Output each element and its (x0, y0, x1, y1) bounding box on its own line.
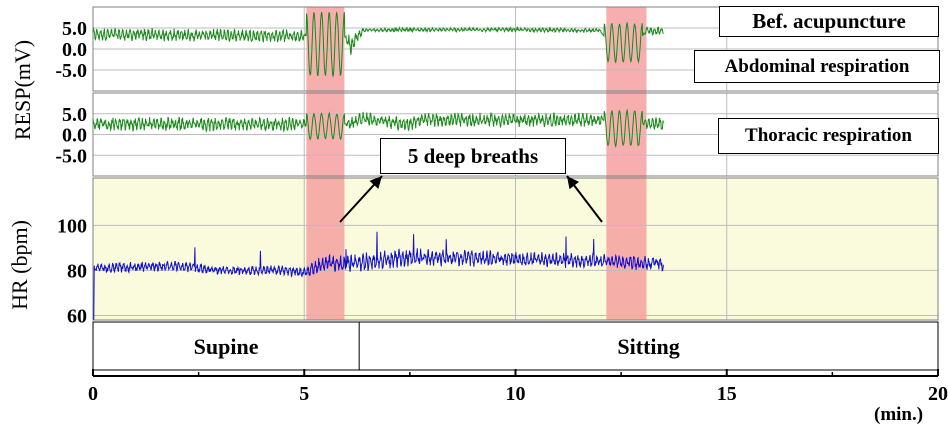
ytick-label-p1-2: -5.0 (55, 145, 87, 167)
panel-frame-0 (92, 6, 939, 92)
hr-ylabel: HR (bpm) (7, 220, 32, 310)
ytick-label-p1-1: 0.0 (62, 125, 87, 147)
x-tick-label-2: 10 (506, 383, 526, 405)
trace-resp-thoracic (92, 108, 664, 148)
ytick-label-p0-2: -5.0 (55, 60, 87, 82)
thoracic-label: Thoracic respiration (718, 118, 939, 154)
ytick-label-p2-2: 60 (67, 305, 87, 327)
callout-arrow-left-head (369, 176, 382, 189)
ytick-label-p1-0: 5.0 (62, 104, 87, 126)
abdominal-label: Abdominal respiration (694, 50, 940, 83)
x-unit-label: (min.) (874, 404, 924, 425)
trace-resp-abdominal (92, 11, 664, 78)
condition-label: Bef. acupuncture (719, 6, 939, 37)
ytick-label-p0-0: 5.0 (62, 18, 87, 40)
resp-ylabel: RESP(mV) (10, 39, 35, 141)
posture-label-sitting: Sitting (617, 334, 679, 359)
deep-breaths-callout: 5 deep breaths (380, 138, 566, 174)
ytick-label-p2-1: 80 (67, 260, 87, 282)
callout-arrow-right-head (567, 176, 580, 190)
x-tick-label-3: 15 (717, 383, 737, 405)
ytick-label-p2-0: 100 (57, 215, 87, 237)
panel-frame-2 (92, 177, 939, 321)
posture-label-supine: Supine (194, 334, 259, 359)
ytick-label-p0-1: 0.0 (62, 39, 87, 61)
deep-breath-window-1 (606, 7, 647, 320)
x-tick-label-1: 5 (299, 383, 309, 405)
x-tick-label-4: 20 (928, 383, 948, 405)
x-tick-label-0: 0 (88, 383, 98, 405)
trace-hr (93, 231, 664, 320)
